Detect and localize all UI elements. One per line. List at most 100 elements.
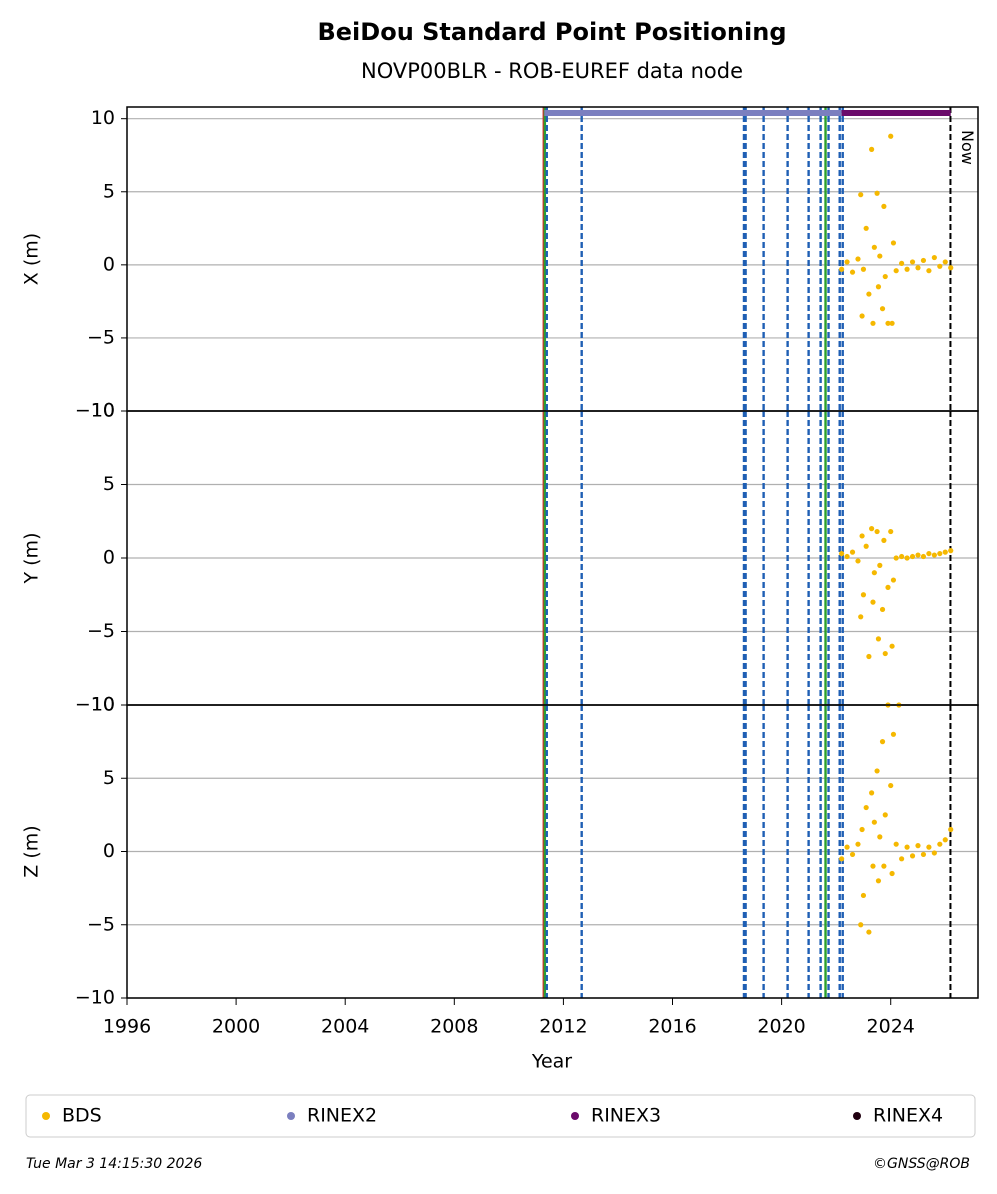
data-point <box>899 260 905 266</box>
data-point <box>890 577 897 583</box>
data-point <box>920 553 927 560</box>
y-tick-label: −10 <box>75 694 115 716</box>
data-point <box>915 843 921 849</box>
data-point <box>874 768 880 774</box>
data-point <box>875 878 882 884</box>
data-point <box>839 856 845 862</box>
y-tick-label: 10 <box>91 107 115 129</box>
data-point <box>948 826 954 833</box>
data-point <box>926 268 932 274</box>
data-point <box>869 790 875 796</box>
x-tick-label: 2016 <box>648 1016 696 1038</box>
y-tick-label: 0 <box>103 253 115 275</box>
panel-frame <box>126 704 979 999</box>
x-tick-label: 2020 <box>757 1016 805 1038</box>
data-point <box>881 863 887 869</box>
panel-frame <box>126 106 979 412</box>
y-tick-label: 5 <box>103 767 115 789</box>
data-point <box>870 320 876 326</box>
chart-subtitle: NOVP00BLR - ROB-EUREF data node <box>361 59 743 83</box>
data-point <box>888 528 894 535</box>
data-point <box>844 844 850 850</box>
data-point <box>890 731 897 737</box>
data-point <box>860 266 867 272</box>
data-point <box>899 553 905 560</box>
y-tick-label: 5 <box>103 473 115 495</box>
data-point <box>871 570 877 576</box>
y-tick-label: −10 <box>75 400 115 422</box>
data-point <box>882 273 888 280</box>
chart-title: BeiDou Standard Point Positioning <box>317 18 786 46</box>
data-point <box>931 850 937 856</box>
data-point <box>882 812 888 818</box>
data-point <box>859 313 865 319</box>
data-point <box>871 819 877 825</box>
data-point <box>885 584 891 591</box>
data-point <box>879 606 886 613</box>
legend-marker <box>571 1112 579 1120</box>
data-point <box>858 922 864 928</box>
legend-label: RINEX4 <box>873 1105 943 1127</box>
footer-right: ©GNSS@ROB <box>873 1156 970 1172</box>
data-point <box>882 650 888 657</box>
y-tick-label: 10 <box>91 694 115 716</box>
data-point <box>839 266 845 272</box>
legend-label: BDS <box>62 1105 102 1127</box>
data-point <box>877 253 883 259</box>
data-point <box>888 133 894 139</box>
data-point <box>920 257 927 264</box>
data-point <box>870 863 876 869</box>
legend-marker <box>42 1112 50 1120</box>
data-point <box>890 240 897 246</box>
data-point <box>893 268 899 274</box>
data-point <box>866 929 872 935</box>
data-point <box>888 782 894 789</box>
y-tick-label: −5 <box>87 913 115 935</box>
data-point <box>855 841 861 847</box>
data-point <box>855 256 861 262</box>
footer-left: Tue Mar 3 14:15:30 2026 <box>26 1156 202 1172</box>
data-point <box>926 844 932 850</box>
data-point <box>915 265 921 271</box>
y-tick-label: −5 <box>87 620 115 642</box>
y-axis-label: Y (m) <box>21 533 43 585</box>
data-point <box>870 599 876 605</box>
legend-label: RINEX2 <box>307 1105 377 1127</box>
y-tick-label: 0 <box>103 840 115 862</box>
x-tick-label: 2004 <box>321 1016 369 1038</box>
data-point <box>866 291 872 297</box>
legend-marker <box>287 1112 295 1120</box>
y-axis-label: X (m) <box>21 233 43 285</box>
data-point <box>858 192 864 198</box>
data-point <box>948 548 954 554</box>
data-point <box>937 550 943 557</box>
data-point <box>904 555 910 561</box>
data-point <box>909 853 916 859</box>
x-tick-label: 1996 <box>103 1016 151 1038</box>
x-tick-label: 2008 <box>430 1016 478 1038</box>
data-point <box>889 643 895 649</box>
data-point <box>942 837 948 843</box>
data-point <box>904 266 910 272</box>
data-point <box>948 265 954 271</box>
data-point <box>899 856 905 862</box>
data-point <box>877 834 883 840</box>
data-point <box>874 190 880 196</box>
legend-label: RINEX3 <box>591 1105 661 1127</box>
data-point <box>863 543 869 549</box>
data-point <box>889 320 895 326</box>
legend-box <box>25 1094 976 1138</box>
x-tick-label: 2024 <box>867 1016 915 1038</box>
y-tick-label: −10 <box>75 987 115 1009</box>
data-point <box>844 553 850 560</box>
data-point <box>869 146 875 152</box>
data-point <box>915 552 921 558</box>
data-point <box>849 269 856 275</box>
y-axis-label: Z (m) <box>21 825 43 877</box>
data-point <box>881 203 887 209</box>
data-point <box>889 870 895 877</box>
data-point <box>860 592 867 598</box>
data-point <box>904 844 910 850</box>
y-tick-label: 0 <box>103 547 115 569</box>
